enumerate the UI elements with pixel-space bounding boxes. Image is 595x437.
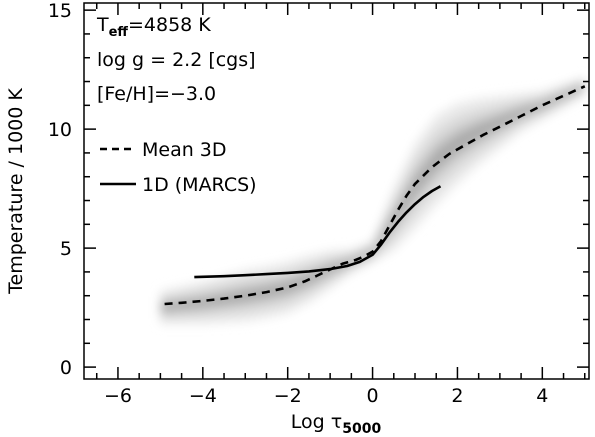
teff-annotation: Teff=4858 K [96,14,211,40]
y-axis-label: Temperature / 1000 K [5,88,27,295]
y-tick-label: 15 [48,0,72,22]
x-axis-label-sub: 5000 [342,421,381,437]
y-tick-label: 0 [60,357,72,379]
legend-label-mean-3d: Mean 3D [142,139,227,161]
x-tick-label: 0 [367,385,379,407]
x-axis-label: Log τ5000 [291,411,382,437]
feh-annotation: [Fe/H]=−3.0 [97,83,216,105]
legend-label-1d-marcs: 1D (MARCS) [142,174,257,196]
y-tick-label: 5 [60,238,72,260]
y-tick-label: 10 [48,119,72,141]
series-line-1d-marcs [194,185,442,279]
series-line-mean-3d [164,85,586,306]
logg-annotation: log g = 2.2 [cgs] [97,49,256,71]
x-tick-label: −6 [104,385,132,407]
legend: Mean 3D 1D (MARCS) [100,139,257,196]
x-tick-label: −4 [189,385,217,407]
x-tick-label: −2 [274,385,302,407]
density-cloud [160,76,585,325]
x-tick-label: 4 [536,385,548,407]
density-layer-4 [160,84,585,311]
plot-frame [83,2,590,380]
density-layer-3 [160,82,585,315]
x-tick-label: 2 [451,385,463,407]
